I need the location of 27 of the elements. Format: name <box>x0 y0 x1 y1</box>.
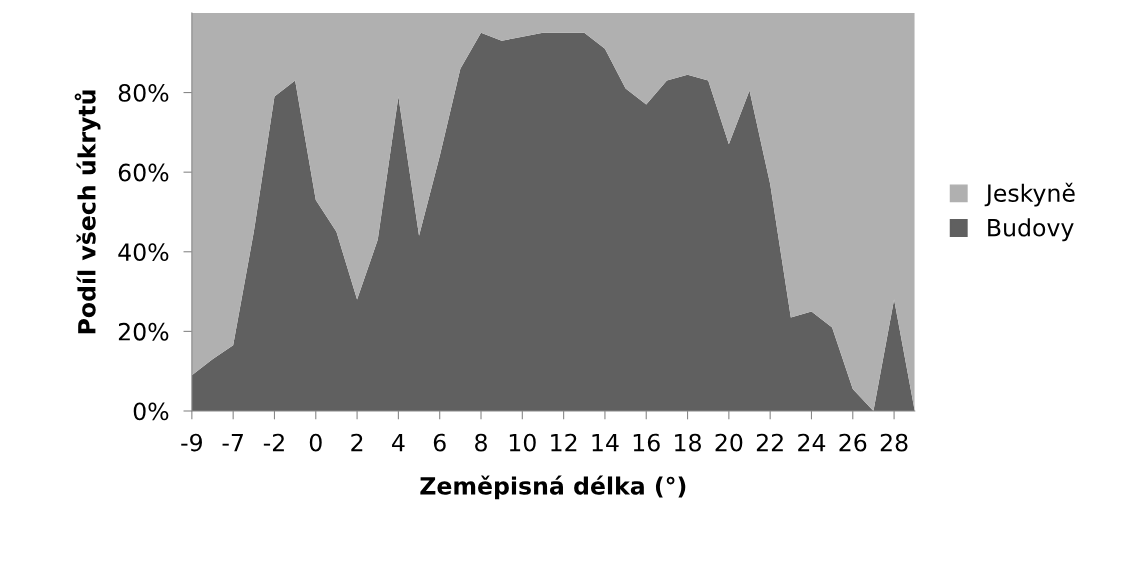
x-axis-title: Zeměpisná délka (°) <box>420 475 686 500</box>
y-tick-label: 40% <box>118 243 169 262</box>
y-tick-label: 20% <box>118 322 169 341</box>
x-tick-label: 6 <box>433 433 446 452</box>
x-tick-label: 4 <box>392 433 405 452</box>
legend-label: Jeskyně <box>984 182 1075 207</box>
y-tick-label: 60% <box>118 163 169 182</box>
x-tick-label: 26 <box>839 433 867 452</box>
y-tick-label: 0% <box>133 402 169 421</box>
x-tick-label: 14 <box>592 433 619 452</box>
y-tick-label: 80% <box>118 84 169 102</box>
x-tick-label: 28 <box>880 433 908 452</box>
legend-label: Budovy <box>988 218 1074 242</box>
x-tick-label: 2 <box>351 433 363 452</box>
x-tick-label: 16 <box>633 433 660 452</box>
y-axis-title: Podíl všech úkrytů <box>74 90 101 334</box>
x-tick-label: 20 <box>715 433 743 452</box>
x-tick-label: 18 <box>675 433 701 452</box>
x-tick-label: -9 <box>181 433 202 452</box>
x-tick-label: 8 <box>475 433 487 452</box>
x-tick-label: -2 <box>263 433 284 452</box>
x-tick-label: 0 <box>309 433 322 452</box>
x-tick-label: -7 <box>222 433 243 452</box>
x-tick-label: 10 <box>509 433 536 452</box>
x-tick-label: 12 <box>551 433 577 452</box>
x-tick-label: 24 <box>798 433 826 452</box>
x-tick-label: 22 <box>756 433 783 452</box>
